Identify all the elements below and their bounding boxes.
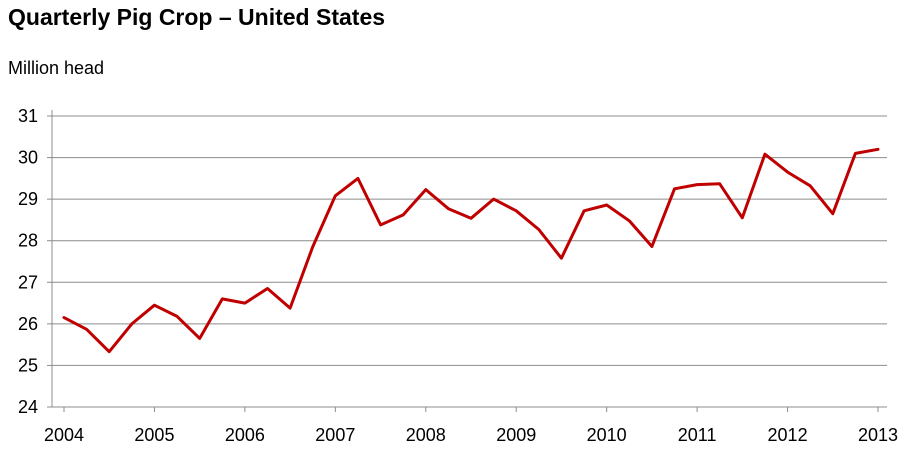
- y-tick-label-24: 24: [18, 397, 38, 417]
- data-point: [538, 228, 540, 231]
- gridlines: [52, 115, 887, 366]
- y-tick-labels: 24 25 26 27 28 29 30 31: [18, 106, 52, 417]
- y-tick-label-31: 31: [18, 106, 38, 126]
- data-point: [492, 198, 495, 200]
- x-tick-label-2006: 2006: [225, 425, 265, 445]
- data-point: [854, 152, 857, 155]
- data-point: [628, 219, 631, 222]
- data-point: [379, 224, 382, 226]
- data-point: [560, 257, 563, 259]
- data-point: [673, 187, 676, 190]
- x-tick-label-2013: 2013: [858, 425, 898, 445]
- x-tick-label-2011: 2011: [678, 425, 717, 445]
- series-line-0: [62, 147, 880, 354]
- x-tick-label-2005: 2005: [134, 425, 174, 445]
- x-tick-label-2007: 2007: [315, 425, 355, 445]
- x-tick-label-2010: 2010: [587, 425, 627, 445]
- data-point: [651, 245, 653, 248]
- y-tick-label-28: 28: [18, 231, 38, 251]
- y-tick-label-30: 30: [18, 148, 38, 168]
- data-point: [266, 287, 269, 290]
- data-point: [877, 148, 879, 151]
- data-point: [605, 204, 608, 206]
- data-point: [696, 183, 698, 186]
- x-tick-labels: 2004 2005 2006 2007 2008 2009 2010 2011 2012 2013: [44, 407, 898, 445]
- data-point: [108, 350, 111, 353]
- data-point: [786, 171, 789, 173]
- data-point: [357, 177, 359, 180]
- data-point: [289, 307, 291, 309]
- data-point: [402, 214, 404, 216]
- data-point: [447, 207, 450, 210]
- series-group: [62, 147, 880, 354]
- data-point: [63, 316, 65, 319]
- y-tick-label-25: 25: [18, 355, 38, 375]
- y-tick-label-26: 26: [18, 314, 38, 334]
- x-tick-label-2008: 2008: [406, 425, 446, 445]
- data-point: [470, 217, 472, 220]
- y-tick-label-27: 27: [18, 272, 38, 292]
- axes: [51, 110, 887, 408]
- x-tick-label-2004: 2004: [44, 425, 84, 445]
- chart-title: Quarterly Pig Crop – United States: [8, 4, 386, 30]
- y-tick-label-29: 29: [18, 189, 38, 209]
- data-point: [221, 298, 224, 300]
- data-point: [176, 315, 178, 318]
- data-point: [515, 209, 518, 212]
- data-point: [334, 195, 337, 197]
- data-point: [85, 328, 88, 331]
- data-point: [311, 246, 314, 248]
- data-point: [741, 217, 744, 219]
- data-point: [764, 153, 766, 156]
- y-axis-label: Million head: [8, 58, 105, 78]
- x-tick-label-2012: 2012: [768, 425, 808, 445]
- data-point: [718, 182, 721, 185]
- x-tick-label-2009: 2009: [496, 425, 536, 445]
- data-point: [424, 188, 427, 191]
- data-point: [198, 337, 201, 340]
- data-point: [809, 185, 811, 187]
- data-point: [153, 304, 156, 306]
- data-point: [831, 212, 834, 215]
- data-point: [131, 323, 133, 325]
- data-point: [583, 209, 585, 212]
- data-point: [244, 302, 246, 304]
